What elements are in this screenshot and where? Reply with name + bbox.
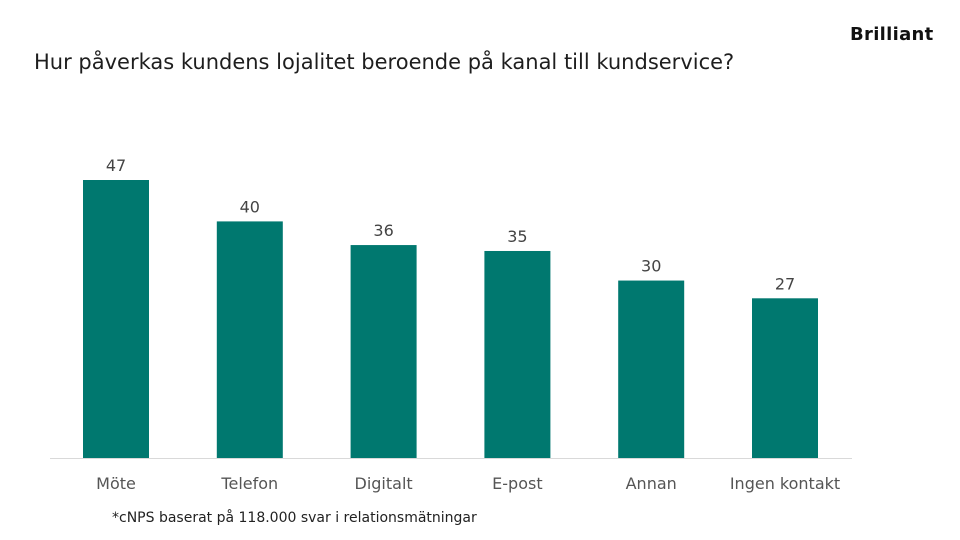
data-label: 27 — [775, 274, 795, 293]
data-label: 35 — [507, 227, 527, 246]
bar-0 — [83, 180, 149, 458]
chart-title: Hur påverkas kundens lojalitet beroende … — [34, 50, 735, 74]
x-tick-label: Telefon — [220, 474, 278, 493]
bar-4 — [618, 280, 685, 458]
bar-5 — [752, 298, 818, 458]
data-label: 47 — [106, 156, 126, 175]
x-tick-label: Annan — [626, 474, 677, 493]
bar-1 — [216, 221, 283, 458]
x-tick-label: Digitalt — [355, 474, 413, 493]
x-tick-label: E-post — [492, 474, 542, 493]
data-label: 36 — [373, 221, 393, 240]
bar-2 — [350, 245, 417, 458]
data-label: 30 — [641, 257, 661, 276]
brilliant-logo: Brilliant — [850, 24, 934, 45]
bar-3 — [484, 250, 551, 458]
x-tick-label: Ingen kontakt — [730, 474, 840, 493]
footnote: *cNPS baserat på 118.000 svar i relation… — [112, 510, 477, 526]
data-label: 40 — [240, 197, 260, 216]
x-tick-label: Möte — [96, 474, 136, 493]
